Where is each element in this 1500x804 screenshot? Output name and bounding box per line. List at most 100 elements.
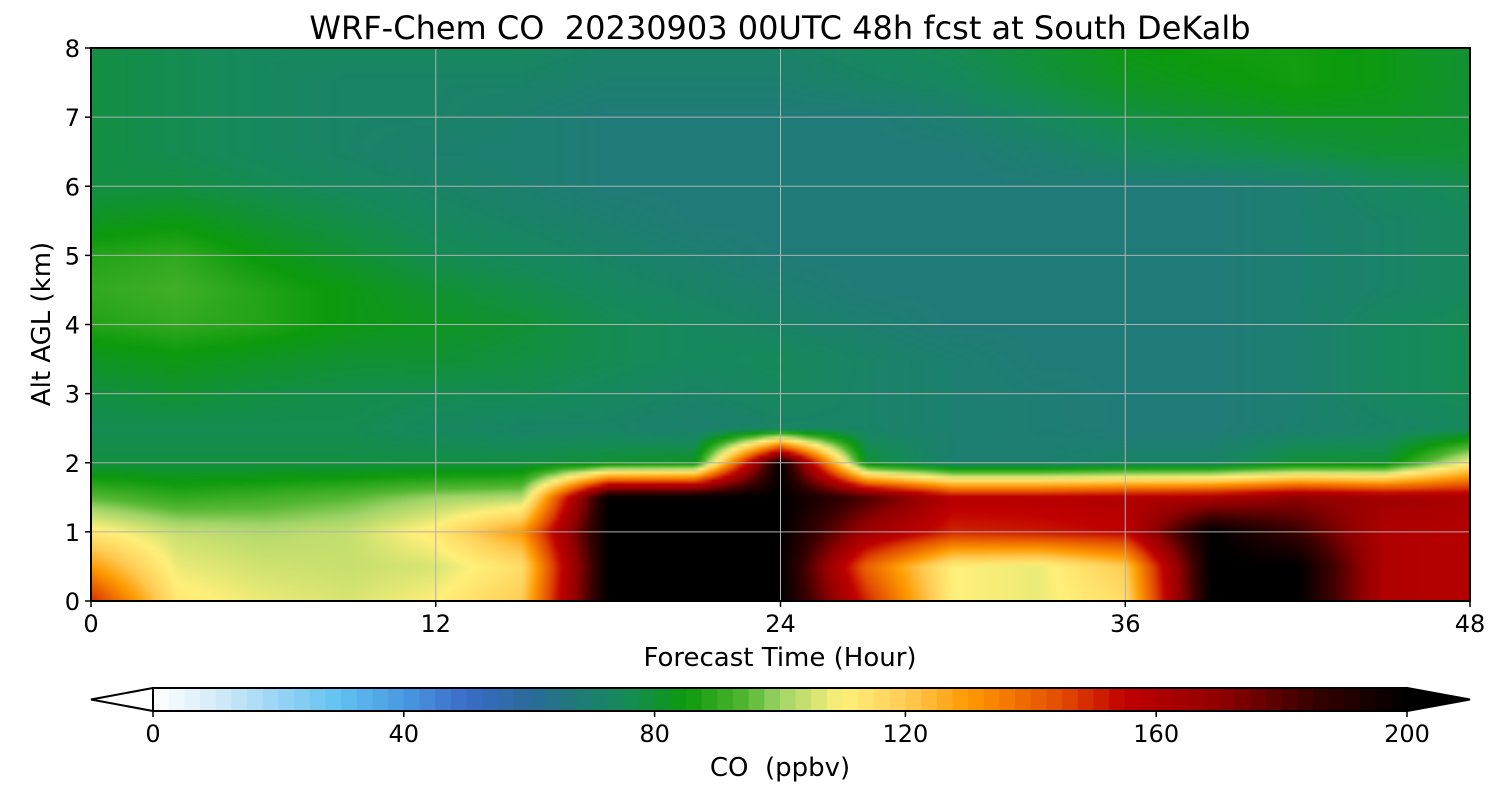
colorbar-band — [1077, 688, 1095, 711]
colorbar-band — [1344, 688, 1361, 711]
x-axis: 0 12 24 36 48 — [83, 601, 1485, 638]
colorbar-band — [497, 688, 515, 711]
y-tick-label: 3 — [65, 381, 80, 409]
colorbar-band — [325, 688, 342, 711]
colorbar-band — [1030, 688, 1048, 711]
colorbar-band — [748, 688, 765, 711]
colorbar-tick-label: 0 — [145, 720, 160, 748]
y-tick-label: 8 — [65, 35, 80, 63]
colorbar-band — [1062, 688, 1079, 711]
colorbar-band — [1109, 688, 1126, 711]
colorbar-band — [419, 688, 436, 711]
colorbar-band — [576, 688, 593, 711]
y-tick-label: 1 — [65, 519, 80, 547]
x-tick-label: 48 — [1455, 610, 1486, 638]
y-axis-label: Alt AGL (km) — [27, 242, 57, 406]
colorbar-band — [231, 688, 248, 711]
colorbar-band — [168, 688, 185, 711]
colorbar-band — [905, 688, 922, 711]
colorbar-band — [1187, 688, 1204, 711]
colorbar-band — [200, 688, 217, 711]
colorbar-band — [1046, 688, 1063, 711]
grid-lines — [91, 48, 1470, 601]
colorbar-band — [1250, 688, 1267, 711]
colorbar-band — [450, 688, 468, 711]
colorbar-band — [278, 688, 295, 711]
colorbar-band — [638, 688, 656, 711]
colorbar-band — [654, 688, 671, 711]
colorbar-band — [544, 688, 562, 711]
colorbar-band — [262, 688, 279, 711]
colorbar-band — [936, 688, 954, 711]
colorbar-band — [842, 688, 859, 711]
colorbar-band — [1359, 688, 1377, 711]
colorbar-band — [795, 688, 812, 711]
colorbar-band — [874, 688, 891, 711]
colorbar-band — [780, 688, 797, 711]
colorbar-band — [623, 688, 640, 711]
colorbar-band — [670, 688, 687, 711]
colorbar-band — [685, 688, 703, 711]
colorbar-band — [513, 688, 530, 711]
colorbar-band — [1015, 688, 1032, 711]
colorbar-band — [1203, 688, 1220, 711]
colorbar-band — [607, 688, 624, 711]
colorbar-band — [1297, 688, 1314, 711]
colorbar-band — [435, 688, 452, 711]
colorbar-band — [1281, 688, 1298, 711]
colorbar-band — [247, 688, 264, 711]
colorbar-band — [184, 688, 201, 711]
colorbar-band — [1234, 688, 1251, 711]
colorbar-band — [983, 688, 1001, 711]
colorbar-tick-label: 80 — [639, 720, 670, 748]
colorbar-band — [1156, 688, 1173, 711]
colorbar-band — [1265, 688, 1283, 711]
colorbar-band — [1171, 688, 1189, 711]
colorbar-band — [529, 688, 546, 711]
colorbar-band — [921, 688, 938, 711]
colorbar-band — [1328, 688, 1345, 711]
y-tick-label: 0 — [65, 588, 80, 616]
y-tick-label: 6 — [65, 173, 80, 201]
chart-title: WRF-Chem CO 20230903 00UTC 48h fcst at S… — [309, 9, 1250, 47]
colorbar-band — [1140, 688, 1157, 711]
colorbar-ticks: 0 40 80 120 160 200 — [145, 711, 1430, 748]
colorbar-label: CO (ppbv) — [710, 753, 850, 783]
colorbar-tick-label: 120 — [882, 720, 928, 748]
colorbar-tick-label: 200 — [1384, 720, 1430, 748]
colorbar-band — [717, 688, 734, 711]
colorbar-tick-label: 40 — [389, 720, 420, 748]
colorbar: 0 40 80 120 160 200 CO (ppbv) — [90, 686, 1471, 783]
y-tick-label: 5 — [65, 242, 80, 270]
colorbar-band — [952, 688, 969, 711]
x-axis-label: Forecast Time (Hour) — [643, 643, 916, 673]
colorbar-lower-extension — [90, 686, 154, 713]
colorbar-band — [858, 688, 875, 711]
colorbar-band — [294, 688, 311, 711]
colorbar-tick-label: 160 — [1133, 720, 1179, 748]
colorbar-band — [827, 688, 844, 711]
colorbar-band — [591, 688, 609, 711]
colorbar-upper-extension — [1406, 686, 1471, 713]
x-tick-label: 0 — [83, 610, 98, 638]
y-tick-label: 4 — [65, 312, 80, 340]
colorbar-band — [811, 688, 828, 711]
colorbar-bands — [153, 688, 1408, 711]
colorbar-band — [309, 688, 327, 711]
colorbar-band — [341, 688, 358, 711]
colorbar-band — [889, 688, 906, 711]
colorbar-band — [372, 688, 389, 711]
colorbar-band — [482, 688, 499, 711]
colorbar-band — [1093, 688, 1110, 711]
colorbar-band — [1124, 688, 1142, 711]
y-tick-label: 2 — [65, 450, 80, 478]
colorbar-band — [403, 688, 421, 711]
colorbar-band — [1312, 688, 1330, 711]
colorbar-band — [388, 688, 405, 711]
colorbar-band — [732, 688, 750, 711]
colorbar-band — [1375, 688, 1392, 711]
x-tick-label: 12 — [420, 610, 451, 638]
x-tick-label: 24 — [765, 610, 796, 638]
